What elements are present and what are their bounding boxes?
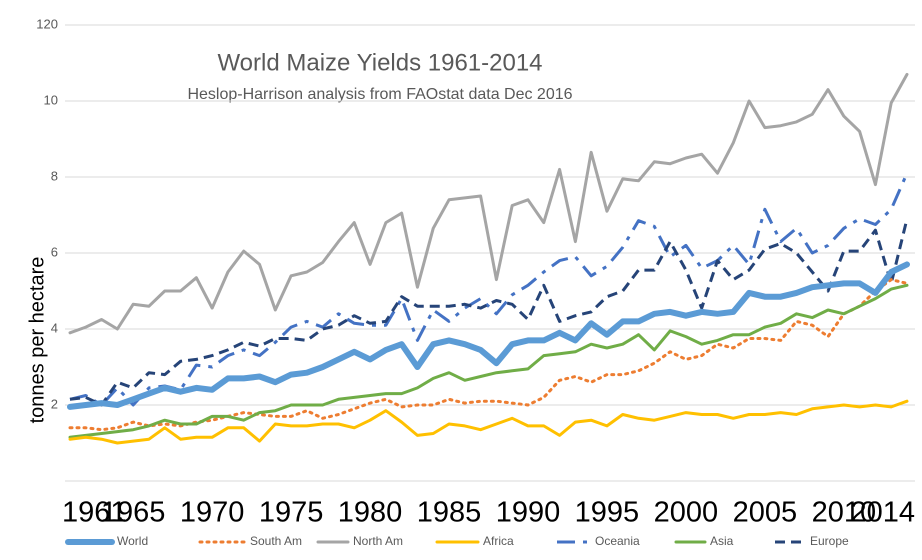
y-axis-label: tonnes per hectare bbox=[26, 257, 48, 424]
x-tick-label: 2005 bbox=[733, 497, 798, 529]
series-line bbox=[69, 172, 909, 407]
series-line bbox=[68, 283, 909, 439]
x-tick-label: 1965 bbox=[101, 497, 166, 529]
legend-label: North Am bbox=[353, 534, 403, 548]
x-tick-label: 1995 bbox=[575, 497, 640, 529]
legend-label: Europe bbox=[810, 534, 849, 548]
series-line bbox=[68, 72, 909, 335]
legend-label: World bbox=[117, 534, 148, 548]
legend-label: Oceania bbox=[595, 534, 640, 548]
chart-title: World Maize Yields 1961-2014 bbox=[217, 49, 542, 76]
series-line bbox=[68, 399, 909, 445]
x-tick-label: 1961 bbox=[62, 497, 127, 529]
y-tick-label: 4 bbox=[51, 320, 58, 335]
x-tick-label: 1985 bbox=[417, 497, 482, 529]
x-tick-label: 2000 bbox=[654, 497, 719, 529]
x-tick-label: 1990 bbox=[496, 497, 561, 529]
series-line bbox=[69, 218, 909, 407]
y-tick-label: 8 bbox=[51, 168, 58, 183]
x-tick-label: 2014 bbox=[850, 497, 915, 529]
series-line bbox=[67, 261, 910, 410]
series-line bbox=[68, 278, 909, 432]
y-tick-label: 6 bbox=[51, 244, 58, 259]
x-tick-label: 1980 bbox=[338, 497, 403, 529]
y-tick-label: 120 bbox=[36, 16, 58, 31]
x-tick-label: 2010 bbox=[812, 497, 877, 529]
legend-label: Africa bbox=[483, 534, 514, 548]
x-tick-label: 1970 bbox=[180, 497, 245, 529]
legend-label: South Am bbox=[250, 534, 302, 548]
x-tick-label: 1975 bbox=[259, 497, 324, 529]
chart-subtitle: Heslop-Harrison analysis from FAOstat da… bbox=[187, 86, 572, 103]
y-tick-label: 10 bbox=[44, 92, 58, 107]
y-tick-label: 2 bbox=[51, 396, 58, 411]
legend-label: Asia bbox=[710, 534, 734, 548]
